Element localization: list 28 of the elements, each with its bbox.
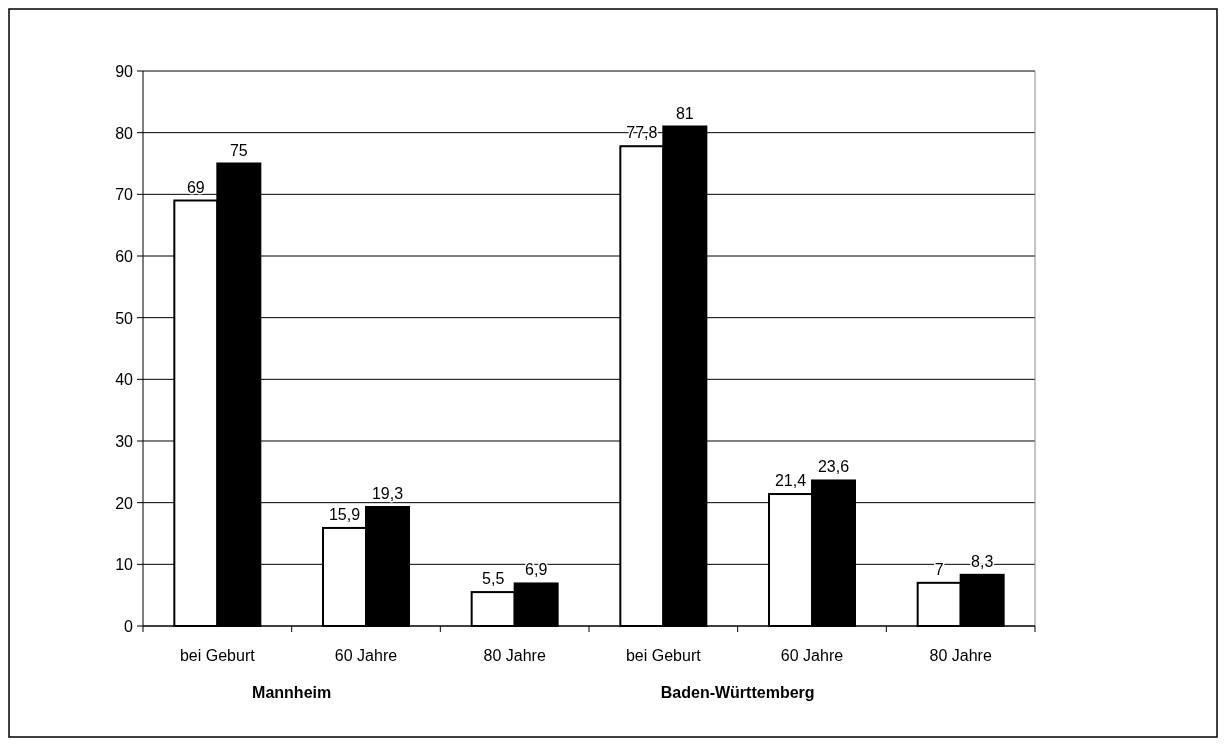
text: Mannheim (252, 684, 332, 701)
data-label: 81 (675, 104, 694, 122)
data-label: 5,5 (482, 570, 505, 588)
data-label: 15,9 (328, 505, 361, 523)
y-tick-label: 30 (115, 433, 134, 450)
y-tick-label: 80 (115, 124, 134, 142)
x-tick-label: 80 Jahre (483, 647, 546, 664)
x-tick-label: 60 Jahre (334, 647, 398, 664)
data-label: 23,6 (817, 458, 850, 476)
data-label: 69 (186, 178, 205, 196)
data-label: 6,9 (525, 561, 548, 579)
x-tick-label: 80 Jahre (929, 647, 992, 664)
data-label: 75 (229, 141, 248, 159)
y-tick-label: 90 (115, 63, 134, 80)
y-tick-label: 40 (115, 371, 134, 389)
y-tick-label: 60 (115, 248, 134, 265)
y-tick-label: 0 (124, 618, 134, 635)
data-label: 19,3 (371, 484, 404, 502)
y-tick-label: 70 (115, 186, 134, 204)
data-label: 7 (934, 560, 944, 578)
y-tick-label: 50 (115, 309, 134, 327)
x-tick-label: 60 Jahre (780, 647, 844, 664)
y-tick-label: 10 (115, 556, 134, 574)
y-tick-label: 20 (115, 494, 134, 512)
x-tick-label: bei Geburt (625, 647, 702, 664)
text: Baden-Württemberg (660, 684, 815, 701)
data-label: 21,4 (774, 472, 807, 490)
x-tick-label: bei Geburt (179, 647, 256, 664)
